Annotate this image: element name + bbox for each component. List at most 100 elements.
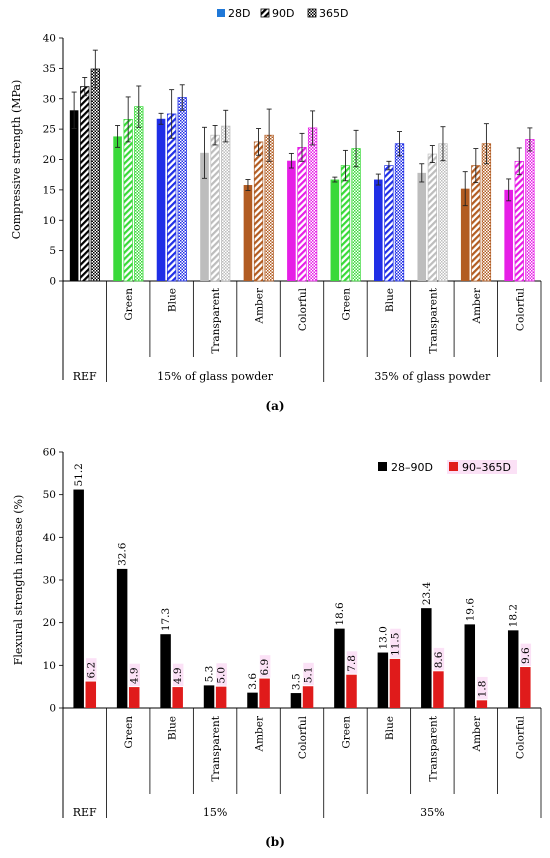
bar [417,172,427,281]
data-label: 32.6 [117,542,129,566]
legend-label: 28–90D [391,461,433,474]
x-tick-label: Blue [384,716,396,740]
legend-swatch [449,462,458,471]
legend-label: 365D [319,7,348,20]
data-label-highlight [477,676,488,700]
y-tick-label: 30 [43,93,56,105]
x-tick-label: Blue [384,288,396,312]
data-label-highlight [303,662,314,686]
data-label: 6.2 [85,662,97,679]
bar [330,179,340,281]
panel-label: (a) [265,399,284,413]
chart-a: 28D 90D 365D 0 5 10 15 20 25 30 35 40 Compressive st… [10,7,542,413]
y-tick-label: 10 [43,215,56,227]
bar [438,143,448,282]
x-tick-label: Blue [167,288,179,312]
bar [384,165,394,282]
legend-highlight [447,460,517,474]
y-tick-label: 25 [43,124,56,136]
data-label: 13.0 [377,626,389,649]
bar [346,674,357,708]
y-tick-label: 20 [43,617,56,629]
x-tick-label: Green [123,288,135,321]
data-label-highlight [259,655,271,678]
data-label: 18.2 [508,604,520,627]
x-tick-label: Green [123,716,135,749]
data-label: 6.9 [259,659,271,676]
bar [73,489,84,708]
y-tick-label: 60 [43,447,56,459]
bar [421,608,432,708]
y-tick-label: 50 [43,489,56,501]
group-label: 15% of glass powder [157,370,274,383]
data-label: 18.6 [334,602,346,626]
data-label-highlight [433,647,445,671]
x-tick-label: Colorful [297,715,309,759]
x-tick-label: Transparent [427,287,439,353]
bar [203,685,215,708]
data-label: 4.9 [129,667,141,684]
data-label: 5.3 [204,666,216,683]
bar [166,113,177,282]
data-label-highlight [129,663,140,687]
bar [177,97,187,282]
data-label-highlight [520,643,532,667]
bar [221,125,231,282]
y-axis-label: Compressive strength (MPa) [10,80,23,240]
bar [297,147,307,282]
data-label: 8.6 [433,651,445,668]
bar [504,189,513,281]
y-tick-label: 0 [49,703,56,715]
bar [134,106,144,282]
data-label: 5.0 [216,667,228,684]
y-tick-label: 40 [43,532,56,544]
bar [464,624,476,708]
bar [215,686,227,708]
legend-label: 28D [228,7,250,20]
bar [525,139,535,282]
data-label: 11.5 [389,633,401,656]
x-tick-label: Transparent [210,715,222,781]
bar [85,681,97,708]
legend-label: 90D [272,7,294,20]
x-tick-label: Amber [254,287,266,324]
x-tick-label: Colorful [297,287,309,331]
data-label-highlight [390,628,401,658]
data-label: 3.6 [247,673,259,690]
bar [160,634,171,708]
x-tick-label: Transparent [210,287,222,353]
bar [427,153,438,282]
bar [113,136,122,281]
legend-label: 90–365D [462,461,511,474]
bar [287,160,296,281]
bar [200,152,209,281]
bar [507,630,519,708]
bar [69,110,79,281]
x-tick-label: Amber [471,715,483,752]
legend-swatch [307,8,317,18]
data-label: 1.8 [476,681,488,698]
group-label: 35% of glass powder [374,370,491,383]
bar [253,141,264,282]
x-tick-label: Green [340,716,352,749]
y-tick-label: 0 [49,276,56,288]
legend-swatch [260,8,270,18]
data-label-highlight [346,651,358,674]
bar [334,628,345,708]
y-tick-label: 20 [43,154,56,166]
data-label: 19.6 [464,598,476,622]
data-label: 51.2 [73,463,85,486]
bar [389,658,401,708]
data-label-highlight [86,658,97,681]
group-label: 35% [420,806,444,819]
bar [340,165,351,282]
bar [514,160,524,282]
legend-swatch [217,9,225,17]
data-label: 3.5 [290,673,302,690]
bar [307,127,318,282]
bar [394,143,405,282]
bar [520,667,531,708]
y-tick-label: 15 [43,184,56,196]
bar [433,671,444,708]
data-label: 7.8 [346,655,358,672]
